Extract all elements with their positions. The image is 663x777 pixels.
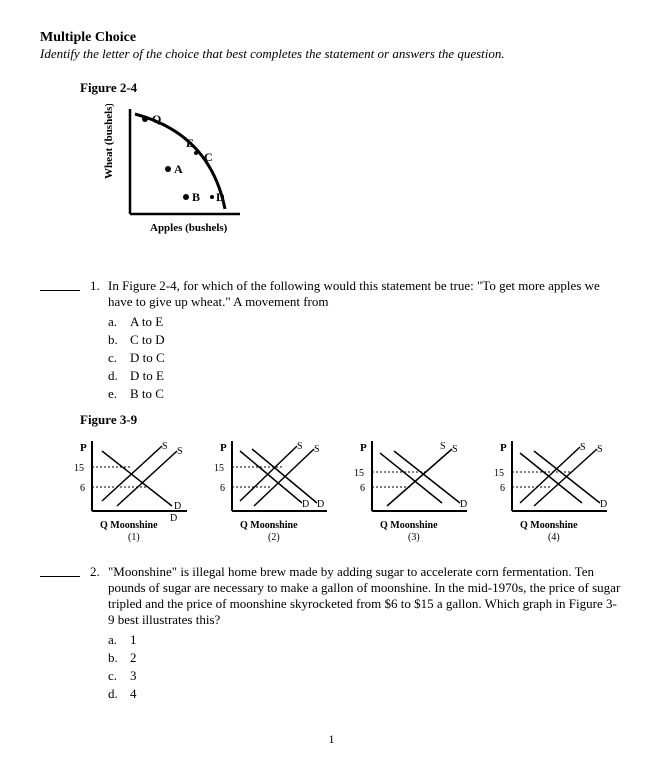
choice: d.D to E: [108, 368, 623, 384]
svg-text:P: P: [220, 442, 227, 454]
svg-text:D: D: [302, 499, 309, 510]
choice: b.2: [108, 650, 623, 666]
svg-text:Q Moonshine: Q Moonshine: [240, 520, 298, 531]
svg-text:Q Moonshine: Q Moonshine: [520, 520, 578, 531]
svg-text:B: B: [192, 190, 200, 204]
svg-text:S: S: [452, 444, 458, 455]
svg-text:6: 6: [80, 483, 85, 494]
svg-text:(2): (2): [268, 532, 280, 543]
svg-text:(4): (4): [548, 532, 560, 543]
choice: e.B to C: [108, 386, 623, 402]
section-title: Multiple Choice: [40, 30, 623, 46]
svg-text:P: P: [500, 442, 507, 454]
header: Multiple Choice Identify the letter of t…: [40, 30, 623, 62]
svg-text:6: 6: [360, 483, 365, 494]
figure-3-9: P 15 6 S S D D Q Moonshine (1) P 15 6: [70, 436, 623, 546]
svg-text:D: D: [170, 513, 177, 524]
svg-text:6: 6: [500, 483, 505, 494]
question-number: 1.: [90, 278, 108, 310]
svg-text:D: D: [174, 501, 181, 512]
svg-text:(3): (3): [408, 532, 420, 543]
svg-text:E: E: [186, 136, 194, 150]
svg-text:D: D: [460, 499, 467, 510]
question-text: "Moonshine" is illegal home brew made by…: [108, 564, 623, 628]
svg-text:(1): (1): [128, 532, 140, 543]
svg-text:6: 6: [220, 483, 225, 494]
figure-2-4: Wheat (bushels) Q E C A B D Apples (bush…: [100, 104, 623, 258]
svg-text:P: P: [360, 442, 367, 454]
svg-text:15: 15: [354, 468, 364, 479]
svg-text:15: 15: [494, 468, 504, 479]
section-instruction: Identify the letter of the choice that b…: [40, 46, 623, 62]
question-text: In Figure 2-4, for which of the followin…: [108, 278, 623, 310]
question-1: 1. In Figure 2-4, for which of the follo…: [40, 278, 623, 310]
panel-4: P 15 6 S S D Q Moonshine (4): [490, 436, 620, 546]
svg-text:S: S: [580, 442, 586, 453]
page-number: 1: [40, 732, 623, 747]
svg-text:P: P: [80, 442, 87, 454]
question-1-choices: a.A to E b.C to D c.D to C d.D to E e.B …: [108, 314, 623, 402]
svg-text:15: 15: [74, 463, 84, 474]
svg-text:S: S: [297, 441, 303, 452]
answer-blank[interactable]: [40, 564, 80, 577]
svg-text:S: S: [162, 441, 168, 452]
y-axis-label: Wheat (bushels): [103, 104, 115, 179]
choice: a.A to E: [108, 314, 623, 330]
svg-text:S: S: [440, 441, 446, 452]
panel-3: P 15 6 S S D Q Moonshine (3): [350, 436, 480, 546]
svg-text:D: D: [216, 190, 225, 204]
choice: c.3: [108, 668, 623, 684]
svg-text:D: D: [317, 499, 324, 510]
svg-text:Q: Q: [152, 112, 161, 126]
question-2-choices: a.1 b.2 c.3 d.4: [108, 632, 623, 702]
svg-text:D: D: [600, 499, 607, 510]
svg-text:Q Moonshine: Q Moonshine: [380, 520, 438, 531]
panel-2: P 15 6 S S D D Q Moonshine (2): [210, 436, 340, 546]
panel-1: P 15 6 S S D D Q Moonshine (1): [70, 436, 200, 546]
svg-text:A: A: [174, 162, 183, 176]
svg-text:C: C: [204, 150, 213, 164]
svg-text:S: S: [314, 444, 320, 455]
question-2: 2. "Moonshine" is illegal home brew made…: [40, 564, 623, 628]
figure-2-4-label: Figure 2-4: [80, 80, 623, 96]
answer-blank[interactable]: [40, 278, 80, 291]
svg-text:S: S: [597, 444, 603, 455]
choice: c.D to C: [108, 350, 623, 366]
svg-text:Q Moonshine: Q Moonshine: [100, 520, 158, 531]
choice: a.1: [108, 632, 623, 648]
x-axis-label: Apples (bushels): [150, 222, 228, 234]
svg-text:15: 15: [214, 463, 224, 474]
choice: b.C to D: [108, 332, 623, 348]
svg-text:S: S: [177, 446, 183, 457]
question-number: 2.: [90, 564, 108, 628]
figure-3-9-label: Figure 3-9: [80, 412, 623, 428]
